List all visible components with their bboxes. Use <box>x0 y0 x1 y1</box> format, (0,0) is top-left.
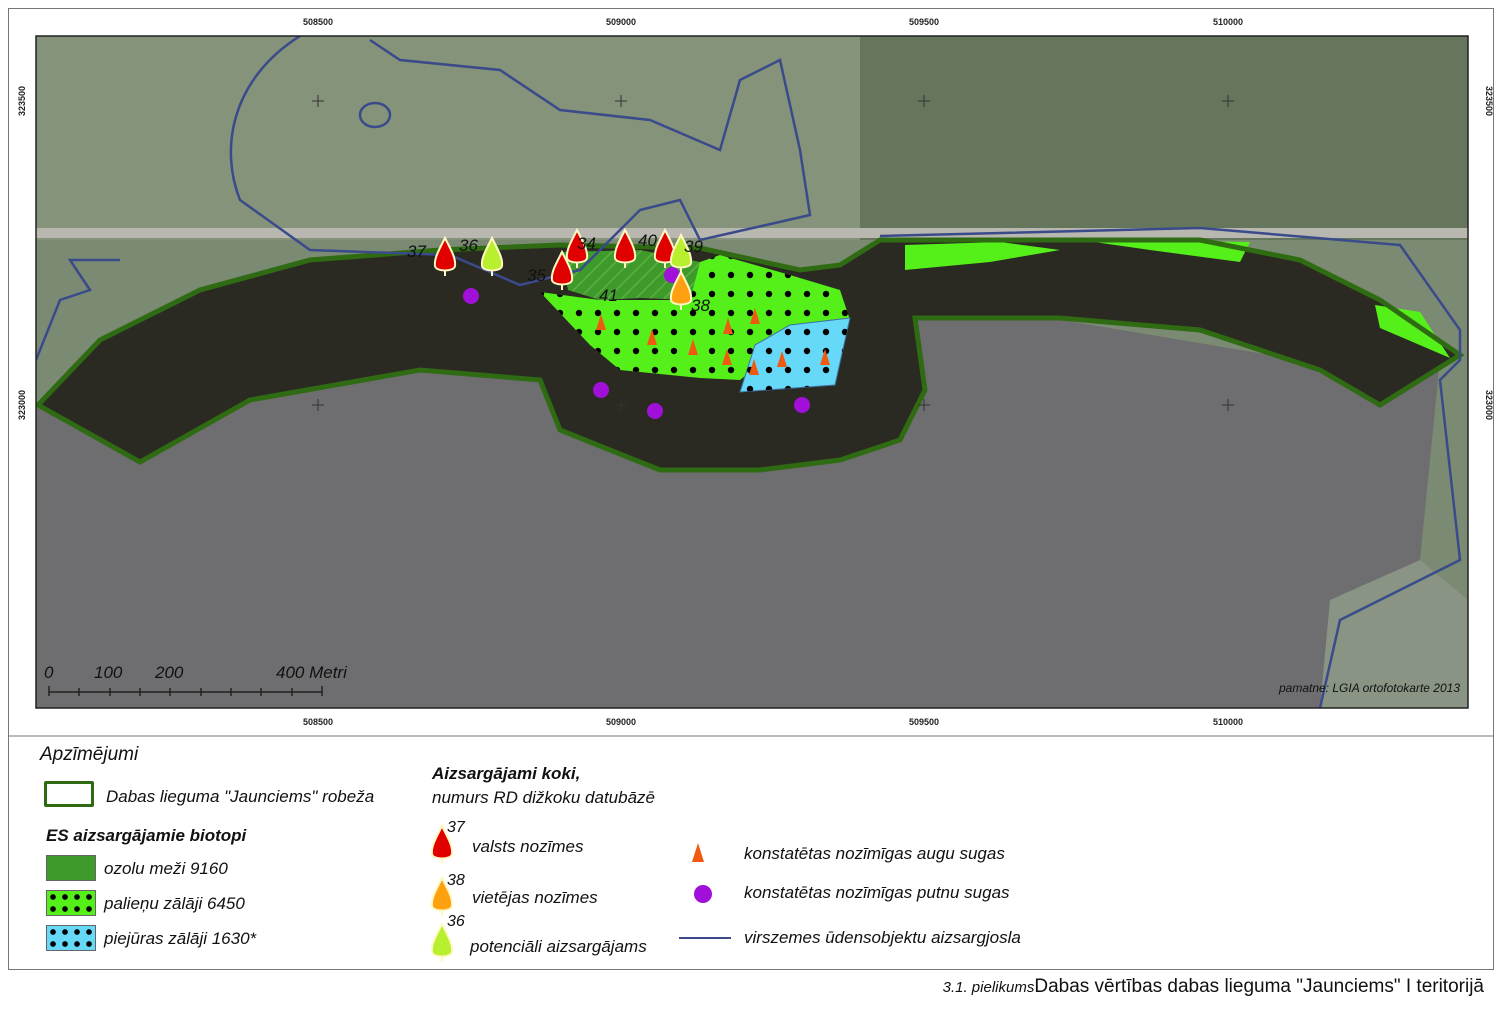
legend-tree-potential: potenciāli aizsargājams <box>470 937 647 956</box>
floodplain-6450 <box>905 240 1450 358</box>
coastal-swatch <box>46 925 96 951</box>
protection-zone-line <box>36 36 1462 708</box>
svg-text:509000: 509000 <box>606 17 636 27</box>
x-axis-ticks: 508500 509000 509500 510000 508500 50900… <box>303 17 1243 727</box>
svg-text:34: 34 <box>577 234 596 253</box>
bird-species-markers <box>463 267 810 419</box>
legend-tree-local: vietējas nozīmes <box>472 888 598 907</box>
tree-labels: 37 36 34 40 39 35 41 38 <box>407 231 710 315</box>
legend-plants: konstatētas nozīmīgas augu sugas <box>744 844 1005 863</box>
svg-text:40: 40 <box>638 231 657 250</box>
legend-coastal: piejūras zālāji 1630* <box>104 929 257 948</box>
boundary-swatch <box>44 781 94 807</box>
svg-text:510000: 510000 <box>1213 17 1243 27</box>
legend-trees-title: Aizsargājami koki, <box>432 764 581 783</box>
svg-text:41: 41 <box>599 286 618 305</box>
svg-text:35: 35 <box>527 266 546 285</box>
svg-text:38: 38 <box>691 296 710 315</box>
map-credit: pamatne: LGIA ortofotokarte 2013 <box>1278 681 1460 695</box>
scale-bar: 0 100 200 400 Metri <box>44 663 348 696</box>
legend-floodplain: palieņu zālāji 6450 <box>104 894 245 913</box>
legend-tree-num: 36 <box>447 913 465 930</box>
svg-text:39: 39 <box>684 237 703 256</box>
legend-habitats-title: ES aizsargājamie biotopi <box>46 826 247 845</box>
oak-swatch <box>46 855 96 881</box>
svg-text:0: 0 <box>44 663 54 682</box>
map: 37 36 34 40 39 35 41 38 0 100 200 400 Me… <box>8 17 1494 737</box>
y-axis-ticks: 323500 323000 323500 323000 <box>17 86 1494 420</box>
legend-zone: virszemes ūdensobjektu aizsargjosla <box>744 928 1021 947</box>
svg-text:508500: 508500 <box>303 17 333 27</box>
svg-text:510000: 510000 <box>1213 717 1243 727</box>
legend-boundary: Dabas lieguma "Jaunciems" robeža <box>106 787 375 806</box>
plant-species-markers <box>596 308 830 375</box>
svg-text:323500: 323500 <box>17 86 27 116</box>
zone-line-icon <box>679 937 731 939</box>
svg-text:36: 36 <box>459 236 478 255</box>
svg-text:100: 100 <box>94 663 123 682</box>
caption-title: Dabas vērtības dabas lieguma "Jaunciems"… <box>1034 976 1484 997</box>
legend-tree-state: valsts nozīmes <box>472 837 584 856</box>
svg-text:509000: 509000 <box>606 717 636 727</box>
legend-tree-num: 37 <box>447 819 465 836</box>
caption-prefix: 3.1. pielikums <box>942 979 1035 996</box>
svg-text:323000: 323000 <box>17 390 27 420</box>
svg-text:509500: 509500 <box>909 717 939 727</box>
reserve-boundary <box>36 237 1465 473</box>
grid-crosses <box>312 95 1234 411</box>
legend-tree-num: 38 <box>447 872 465 889</box>
svg-text:509500: 509500 <box>909 17 939 27</box>
svg-text:323000: 323000 <box>1484 390 1494 420</box>
floodplain-swatch <box>46 890 96 916</box>
legend-birds: konstatētas nozīmīgas putnu sugas <box>744 883 1010 902</box>
svg-text:37: 37 <box>407 242 426 261</box>
bird-species-icon <box>694 885 712 903</box>
svg-text:400 Metri: 400 Metri <box>276 663 348 682</box>
legend-title: Apzīmējumi <box>40 744 139 765</box>
map-frame <box>8 8 1494 970</box>
svg-text:323500: 323500 <box>1484 86 1494 116</box>
caption: 3.1. pielikumsDabas vērtības dabas liegu… <box>943 976 1484 998</box>
svg-text:508500: 508500 <box>303 717 333 727</box>
legend-oak: ozolu meži 9160 <box>104 859 228 878</box>
plant-species-icon <box>692 843 704 862</box>
legend-trees-subtitle: numurs RD dižkoku datubāzē <box>432 788 656 807</box>
svg-text:200: 200 <box>154 663 184 682</box>
